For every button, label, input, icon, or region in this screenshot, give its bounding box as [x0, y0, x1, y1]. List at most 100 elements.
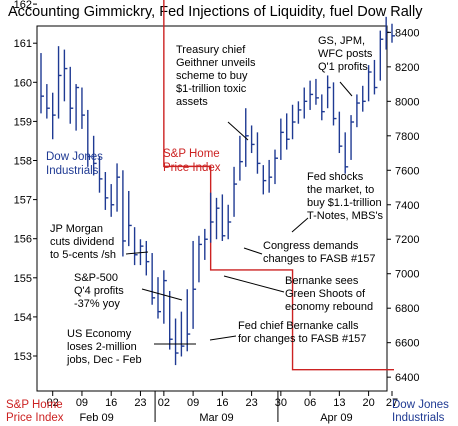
annotations: Dow Jones Industrials S&P Home Price Index T…: [46, 35, 384, 366]
annotation-pointer: [223, 275, 285, 293]
annotation-fed-shocks-line: the market, to: [307, 184, 374, 196]
dow-bar: [204, 228, 208, 260]
left-tick-label: 154: [14, 312, 32, 324]
dow-bar: [75, 84, 80, 131]
dow-bar: [186, 289, 191, 352]
annotation-us-economy-line: loses 2-million: [67, 341, 137, 353]
annotation-gs-jpm-line: GS, JPM,: [318, 35, 365, 47]
x-tick-label: 06: [304, 397, 316, 409]
chart-title: Accounting Gimmickry, Fed Injections of …: [8, 4, 423, 20]
annotation-fed-shocks-line: T-Notes, MBS's: [307, 210, 384, 222]
right-tick-label: 6800: [395, 303, 419, 315]
left-axis-label-line: S&P Home: [6, 399, 63, 411]
left-tick-label: 161: [14, 38, 32, 50]
dow-bar: [303, 87, 308, 119]
dow-series-label-line: Industrials: [46, 165, 99, 177]
dow-bar: [286, 113, 290, 150]
annotation-green-shoots-line: Green Shoots of: [285, 288, 366, 300]
annotation-congress-line: changes to FASB #157: [263, 253, 376, 265]
annotation-pointer: [243, 247, 263, 255]
annotation-sp500-line: Q'4 profits: [74, 285, 124, 297]
x-tick-label: 27: [386, 397, 398, 409]
right-tick-label: 8400: [395, 27, 419, 39]
dow-bar: [297, 101, 302, 124]
annotation-treasury-line: $1-trillion toxic: [176, 83, 247, 95]
dow-bar: [291, 104, 296, 140]
left-tick-label: 160: [14, 77, 32, 89]
x-tick-label: 30: [275, 397, 287, 409]
dow-bar: [116, 163, 121, 212]
annotation-pointer: [339, 81, 353, 97]
dow-bar: [268, 159, 273, 193]
annotation-gs-jpm-line: WFC posts: [318, 48, 373, 60]
dow-bar: [163, 270, 167, 324]
annotation-jpm-div-line: cuts dividend: [50, 236, 114, 248]
right-tick-label: 7600: [395, 165, 419, 177]
dow-bar: [274, 149, 278, 185]
right-tick-label: 7000: [395, 269, 419, 281]
dow-series-label-line: Dow Jones: [46, 151, 103, 163]
dow-bar: [92, 135, 97, 176]
dow-series: [40, 16, 395, 366]
annotation-us-economy-line: jobs, Dec - Feb: [66, 354, 142, 366]
right-tick-label: 6600: [395, 338, 419, 350]
dow-bar: [250, 125, 255, 154]
dow-bar: [180, 311, 185, 357]
right-tick-label: 8000: [395, 96, 419, 108]
dow-bar: [98, 156, 103, 193]
annotation-fed-chief-line: for changes to FASB #157: [238, 333, 366, 345]
dow-bar: [239, 135, 243, 181]
annotation-fed-shocks-line: buy $1.1-trillion: [307, 197, 382, 209]
annotation-fed-chief-line: Fed chief Bernanke calls: [238, 320, 359, 332]
left-tick-label: 159: [14, 116, 32, 128]
annotation-jpm-div-line: to 5-cents /sh: [50, 249, 116, 261]
dow-bar: [367, 65, 372, 102]
x-tick-label: 16: [105, 397, 117, 409]
dow-bar: [81, 87, 85, 129]
x-tick-label: 02: [158, 397, 170, 409]
dow-bar: [256, 132, 261, 174]
dow-bar: [309, 80, 314, 110]
dow-bar: [245, 108, 249, 167]
dow-bar: [87, 109, 91, 167]
dow-bar: [326, 75, 331, 109]
left-tick-label: 157: [14, 195, 32, 207]
dow-bar: [110, 184, 115, 217]
dow-bar: [192, 240, 197, 329]
month-label: Mar 09: [199, 412, 233, 424]
dow-bar: [151, 253, 156, 305]
annotation-pointer: [125, 251, 149, 255]
x-tick-label: 13: [333, 397, 345, 409]
annotation-green-shoots-line: Bernanke sees: [285, 275, 359, 287]
dow-bar: [379, 30, 384, 81]
dow-bar: [209, 192, 214, 243]
dow-bar: [350, 115, 355, 160]
dow-bar: [198, 235, 202, 283]
dow-bar: [391, 23, 395, 43]
right-tick-label: 7200: [395, 234, 419, 246]
annotation-us-economy-line: US Economy: [67, 328, 132, 340]
right-tick-label: 7400: [395, 200, 419, 212]
right-tick-label: 7800: [395, 131, 419, 143]
annotation-treasury-line: scheme to buy: [176, 70, 248, 82]
annotation-green-shoots-line: economy rebound: [285, 301, 373, 313]
month-label: Apr 09: [320, 412, 352, 424]
dow-bar: [280, 118, 284, 160]
annotation-jpm-div-line: JP Morgan: [50, 223, 103, 235]
dow-bar: [46, 84, 50, 119]
annotation-treasury-line: Treasury chief: [176, 44, 246, 56]
annotation-gs-jpm-line: Q'1 profits: [318, 61, 368, 73]
annotation-treasury-line: Geithner unveils: [176, 57, 256, 69]
left-tick-label: 158: [14, 156, 32, 168]
dow-bar: [362, 85, 366, 112]
dow-bar: [373, 59, 378, 95]
right-tick-label: 8200: [395, 62, 419, 74]
plot-border: [36, 25, 388, 392]
left-tick-label: 153: [14, 351, 32, 363]
plot-frame: [36, 25, 388, 392]
x-tick-label: 09: [187, 397, 199, 409]
annotation-treasury-line: assets: [176, 96, 208, 108]
dow-bar: [233, 166, 238, 217]
dow-bar: [128, 190, 132, 247]
dow-bar: [344, 132, 349, 174]
